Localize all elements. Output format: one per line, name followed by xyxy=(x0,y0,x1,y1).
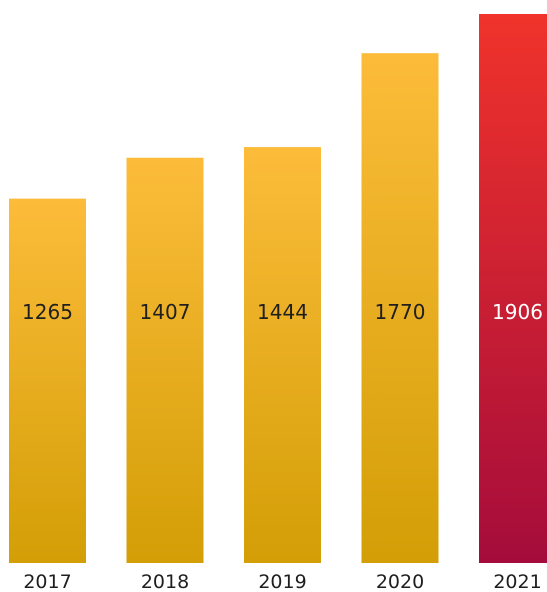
bar-2019 xyxy=(244,147,321,563)
x-tick-label-2021: 2021 xyxy=(493,571,541,592)
x-tick-label-2017: 2017 xyxy=(23,571,71,592)
bar-value-label-2020: 1770 xyxy=(375,300,426,324)
value-labels-group: 1265 1407 1444 1770 1906 xyxy=(22,300,543,324)
bars-group xyxy=(9,14,547,564)
bar-2017 xyxy=(9,198,86,564)
x-tick-label-2020: 2020 xyxy=(376,571,424,592)
bar-2020 xyxy=(361,53,439,564)
bar-value-label-2017: 1265 xyxy=(22,300,73,324)
bar-2018 xyxy=(126,157,204,564)
x-tick-label-2018: 2018 xyxy=(141,571,189,592)
bar-value-label-2018: 1407 xyxy=(140,300,191,324)
x-axis-tick-labels: 2017 2018 2019 2020 2021 xyxy=(23,571,541,592)
bar-value-label-2021: 1906 xyxy=(492,300,543,324)
bar-2021 xyxy=(479,14,547,563)
bar-value-label-2019: 1444 xyxy=(257,300,308,324)
x-tick-label-2019: 2019 xyxy=(258,571,306,592)
